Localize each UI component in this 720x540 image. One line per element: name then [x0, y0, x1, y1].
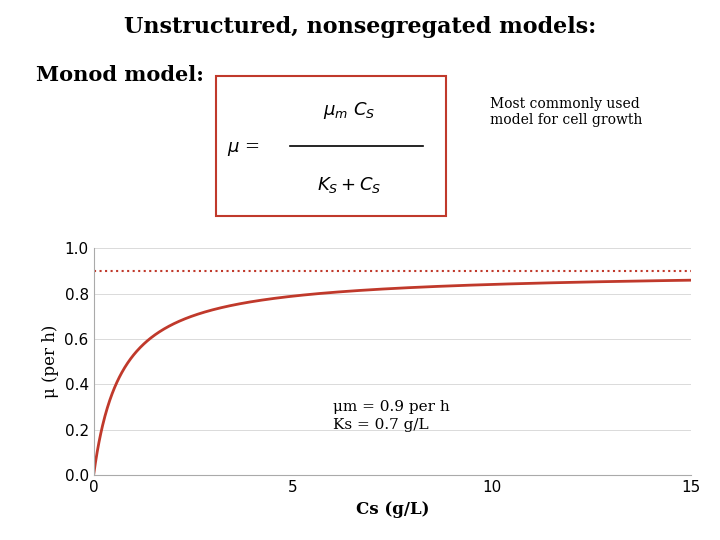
- Text: Monod model:: Monod model:: [36, 65, 204, 85]
- Text: Ks = 0.7 g/L: Ks = 0.7 g/L: [333, 418, 428, 433]
- Text: $\mu_m\ C_S$: $\mu_m\ C_S$: [323, 100, 376, 121]
- Text: μm = 0.9 per h: μm = 0.9 per h: [333, 400, 449, 414]
- Text: Unstructured, nonsegregated models:: Unstructured, nonsegregated models:: [124, 16, 596, 38]
- Text: $K_S + C_S$: $K_S + C_S$: [318, 175, 382, 195]
- Text: Most commonly used
model for cell growth: Most commonly used model for cell growth: [490, 97, 642, 127]
- X-axis label: Cs (g/L): Cs (g/L): [356, 501, 429, 518]
- Text: $\mu$ =: $\mu$ =: [228, 140, 260, 158]
- Y-axis label: μ (per h): μ (per h): [42, 325, 59, 399]
